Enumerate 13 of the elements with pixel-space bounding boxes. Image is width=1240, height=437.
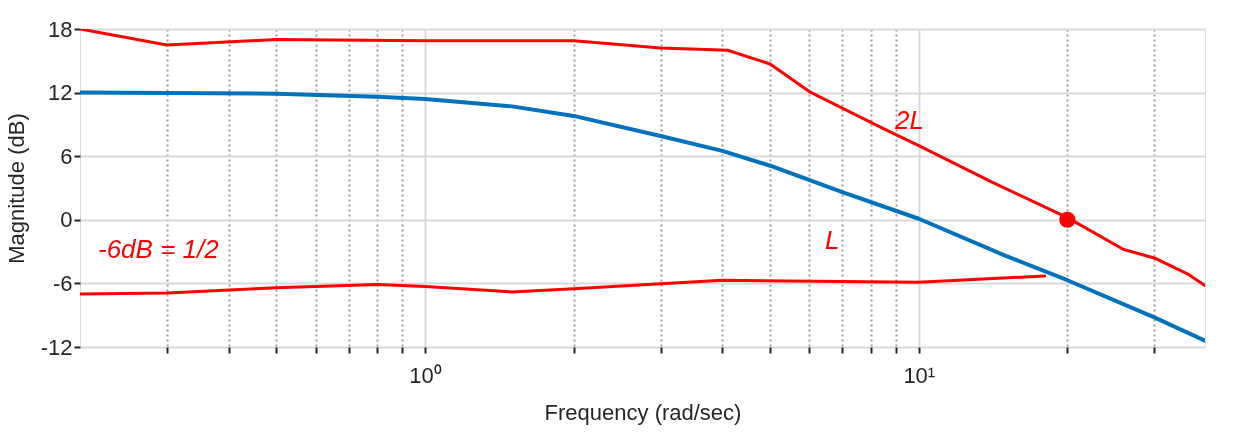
x-tick-label: 10¹	[903, 362, 936, 388]
y-tick-label: -12	[40, 334, 73, 360]
y-tick-label: 6	[60, 143, 73, 169]
annotation: L	[825, 225, 840, 255]
y-tick-label: 12	[48, 80, 73, 106]
y-tick-label: 0	[60, 207, 73, 233]
y-tick-label: 18	[48, 16, 73, 42]
x-tick-label: 10⁰	[409, 362, 442, 388]
annotation: 2L	[894, 105, 924, 135]
x-axis-title: Frequency (rad/sec)	[544, 399, 742, 425]
y-tick-label: -6	[52, 270, 73, 296]
annotation: -6dB = 1/2	[98, 234, 220, 264]
y-axis-title: Magnitude (dB)	[3, 113, 29, 264]
